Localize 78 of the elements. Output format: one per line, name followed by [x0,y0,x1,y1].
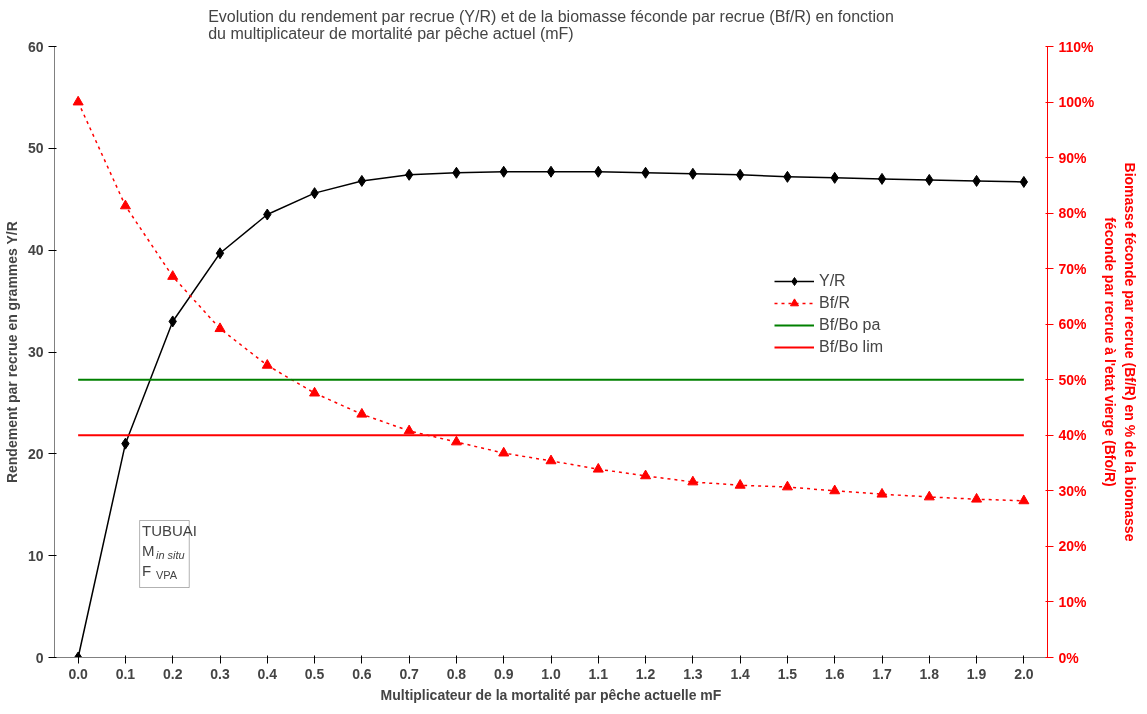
x-tick-label: 1.4 [730,665,751,682]
point [640,469,652,480]
y2-tick-label: 40% [1058,427,1088,444]
x-tick-label: 0.3 [210,665,230,682]
point [687,475,699,486]
x-tick-label: 2.0 [1014,665,1034,682]
point [403,424,415,435]
point [450,435,462,446]
point [498,446,510,457]
point [781,480,793,491]
y-tick-label: 20 [27,445,44,462]
y-tick-label: 60 [27,38,44,55]
point [876,487,888,498]
y-tick-label: 30 [27,344,44,360]
point [119,199,131,210]
point [215,247,225,260]
y2-tick-label: 70% [1058,260,1088,277]
x-axis-title: Multiplicateur de la mortalité par pêche actuelle mF [380,686,722,703]
annotation: TUBUAI [141,521,197,539]
point [1018,494,1030,505]
x-tick-label: 1.8 [919,665,940,682]
y-tick-label: 50 [27,140,44,157]
point [167,270,179,280]
y2-tick-label: 80% [1058,205,1088,222]
point [688,167,698,180]
x-tick-label: 1.2 [635,665,656,682]
point [735,168,745,181]
y2-tick-label: 110% [1058,38,1095,55]
y2-tick-label: 0% [1058,649,1080,666]
point [545,454,557,465]
point [214,322,226,333]
x-tick-label: 1.0 [541,665,561,682]
y-tick-label: 40 [27,242,44,259]
y-axis-title: Rendement par recrue en grammes Y/R [3,221,20,484]
x-tick-label: 0.7 [399,665,420,682]
point [923,490,935,501]
x-tick-label: 1.7 [872,665,892,682]
point [829,484,841,495]
x-tick-label: 1.9 [966,665,987,682]
x-tick-label: 0.5 [304,665,325,682]
x-tick-label: 1.5 [777,665,798,682]
point [404,168,414,181]
point [546,165,556,178]
y-tick-label: 10 [27,547,44,564]
y2-tick-label: 10% [1058,593,1088,610]
point [877,172,887,185]
x-tick-label: 0.1 [115,665,136,682]
y2-axis-title: Biomasse féconde par recrue (Bf/R) en % de la biomasse féconde par recrue à l'etat vierge (Bfo/R) [1102,162,1138,542]
point [357,174,367,187]
x-tick-label: 1.1 [588,665,609,682]
x-tick-label: 0.4 [257,665,278,682]
y2-tick-label: 60% [1058,316,1088,333]
x-tick-label: 1.3 [683,665,703,682]
y2-tick-label: 20% [1058,538,1088,555]
x-tick-label: 0.2 [162,665,183,682]
y-tick-label: 0 [35,649,44,666]
point [734,479,746,489]
point [356,407,368,418]
chart-title: Evolution du rendement par recrue (Y/R) et de la biomasse féconde par recrue (Bf/R) en fonction du multiplicateur de mortalité par pêche actuel (mF) [208,7,894,42]
legend-label: Bf/R [819,294,851,312]
x-tick-label: 0.0 [68,665,89,682]
point [261,359,273,369]
x-tick-label: 0.6 [352,665,372,682]
point [72,95,84,106]
y2-tick-label: 90% [1058,149,1088,166]
legend-label: Bf/Bo pa [819,316,881,334]
point [971,492,983,503]
y2-tick-label: 30% [1058,482,1088,499]
point [1019,175,1029,188]
legend-label: Y/R [819,272,846,290]
y2-tick-label: 100% [1058,94,1095,111]
point [592,462,604,473]
y2-tick-label: 50% [1058,371,1088,388]
x-tick-label: 1.6 [824,665,845,682]
legend-label: Bf/Bo lim [819,338,884,356]
x-tick-label: 0.9 [493,665,514,682]
point [309,386,321,397]
x-tick-label: 0.8 [446,665,467,682]
